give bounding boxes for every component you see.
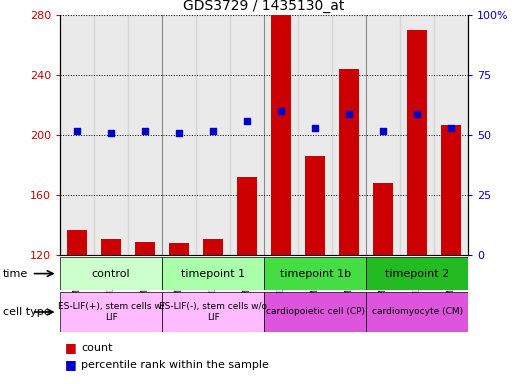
Point (243, 118, 252, 124)
Bar (373, 183, 393, 255)
Bar (101, 239, 121, 255)
Bar (298, 15, 332, 255)
Bar (94, 15, 128, 255)
Bar (339, 70, 359, 255)
Bar (264, 257, 366, 290)
Bar (135, 242, 155, 255)
Point (107, 130, 116, 136)
Text: timepoint 1: timepoint 1 (181, 268, 245, 279)
Text: ES-LIF(-), stem cells w/o
LIF: ES-LIF(-), stem cells w/o LIF (159, 302, 267, 322)
Point (447, 125, 456, 131)
Bar (366, 292, 468, 332)
Point (175, 130, 184, 136)
Bar (60, 15, 94, 255)
Bar (162, 292, 264, 332)
Bar (305, 156, 325, 255)
Bar (128, 15, 162, 255)
Bar (60, 257, 162, 290)
Point (73, 127, 82, 134)
Bar (237, 177, 257, 255)
Point (209, 127, 218, 134)
Point (413, 111, 422, 117)
Point (345, 111, 354, 117)
Bar (366, 15, 400, 255)
Bar (203, 239, 223, 255)
Bar (196, 15, 230, 255)
Bar (271, 12, 291, 255)
Bar (264, 15, 298, 255)
Bar (169, 243, 189, 255)
Text: ■: ■ (65, 341, 77, 354)
Bar (434, 15, 468, 255)
Bar (162, 15, 196, 255)
Bar (60, 292, 162, 332)
Text: cell type: cell type (3, 307, 50, 317)
Text: timepoint 2: timepoint 2 (385, 268, 449, 279)
Bar (400, 15, 434, 255)
Point (311, 125, 320, 131)
Text: timepoint 1b: timepoint 1b (280, 268, 350, 279)
Bar (407, 30, 427, 255)
Text: control: control (92, 268, 130, 279)
Text: ES-LIF(+), stem cells w/
LIF: ES-LIF(+), stem cells w/ LIF (58, 302, 165, 322)
Text: cardiomyocyte (CM): cardiomyocyte (CM) (371, 308, 463, 316)
Point (277, 108, 286, 114)
Bar (67, 230, 87, 255)
Bar (230, 15, 264, 255)
Bar (332, 15, 366, 255)
Text: count: count (81, 343, 112, 353)
Bar (264, 292, 366, 332)
Bar (366, 257, 468, 290)
Text: percentile rank within the sample: percentile rank within the sample (81, 360, 269, 370)
Text: cardiopoietic cell (CP): cardiopoietic cell (CP) (266, 308, 365, 316)
Title: GDS3729 / 1435130_at: GDS3729 / 1435130_at (184, 0, 345, 13)
Text: ■: ■ (65, 358, 77, 371)
Text: time: time (3, 268, 28, 279)
Bar (162, 257, 264, 290)
Point (141, 127, 150, 134)
Bar (441, 125, 461, 255)
Point (379, 127, 388, 134)
